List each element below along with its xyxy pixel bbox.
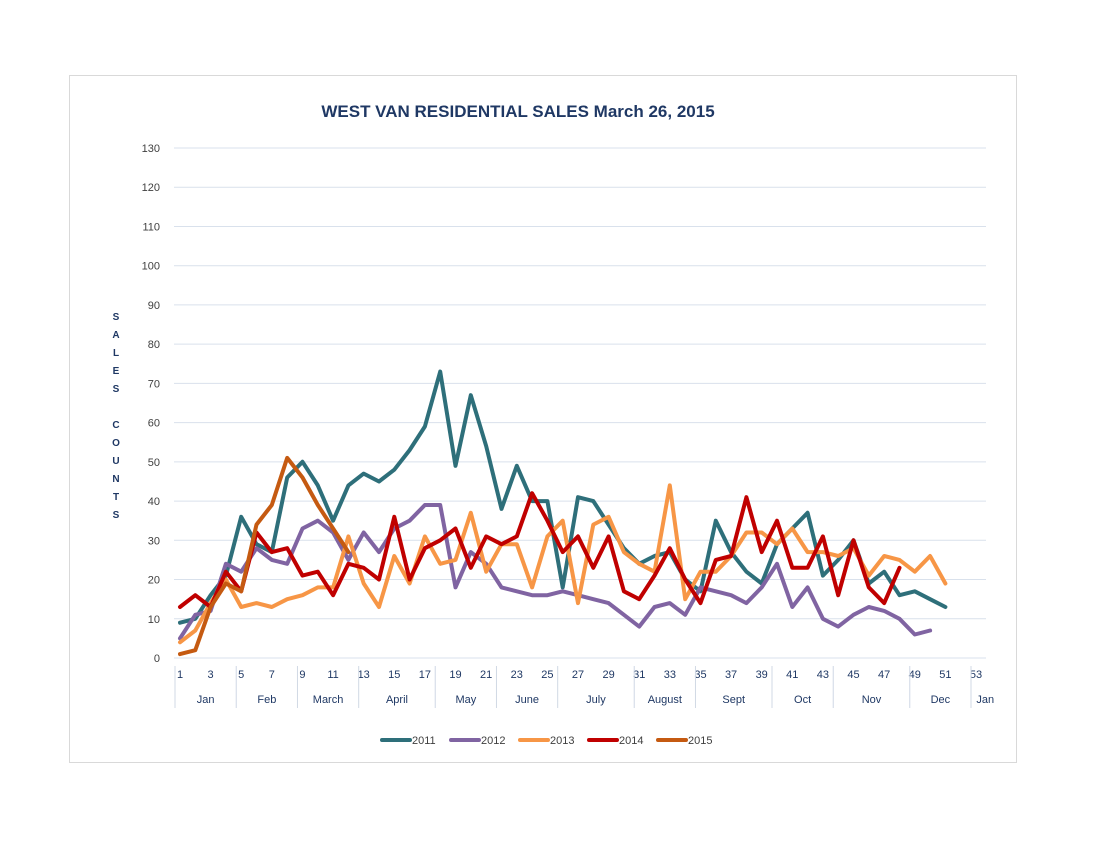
month-label: March	[313, 694, 344, 706]
y-tick-label: 70	[148, 378, 160, 390]
series-line-2014	[178, 491, 902, 609]
y-axis-label-letter: C	[112, 420, 119, 431]
chart-frame: WEST VAN RESIDENTIAL SALES March 26, 201…	[69, 75, 1017, 763]
legend-label-2012: 2012	[481, 735, 505, 747]
month-label: July	[586, 694, 606, 706]
month-label: Jan	[976, 694, 994, 706]
month-label: June	[515, 694, 539, 706]
x-tick-label: 49	[909, 669, 921, 681]
legend-label-2014: 2014	[619, 735, 643, 747]
x-tick-label: 9	[299, 669, 305, 681]
month-label: Sept	[722, 694, 745, 706]
y-axis-label-letter: S	[113, 384, 120, 395]
x-tick-label: 45	[847, 669, 859, 681]
y-tick-label: 40	[148, 496, 160, 508]
x-tick-label: 43	[817, 669, 829, 681]
x-tick-label: 19	[449, 669, 461, 681]
x-tick-label: 31	[633, 669, 645, 681]
legend-label-2015: 2015	[688, 735, 712, 747]
series-line-2013	[178, 483, 948, 645]
x-tick-label: 53	[970, 669, 982, 681]
y-axis-label-letter: L	[113, 348, 119, 359]
x-tick-label: 15	[388, 669, 400, 681]
y-tick-label: 100	[142, 261, 160, 273]
x-tick-label: 39	[756, 669, 768, 681]
x-tick-label: 27	[572, 669, 584, 681]
month-label: Oct	[794, 694, 811, 706]
y-tick-label: 90	[148, 300, 160, 312]
y-tick-label: 30	[148, 535, 160, 547]
series-line-2011	[178, 369, 948, 625]
series-line-2012	[178, 503, 933, 641]
month-label: April	[386, 694, 408, 706]
series-line-2015	[178, 455, 351, 657]
x-tick-label: 47	[878, 669, 890, 681]
month-label: Dec	[931, 694, 951, 706]
line-chart: WEST VAN RESIDENTIAL SALES March 26, 201…	[112, 102, 994, 747]
y-tick-label: 60	[148, 418, 160, 430]
y-tick-label: 80	[148, 339, 160, 351]
x-tick-label: 37	[725, 669, 737, 681]
month-label: August	[648, 694, 682, 706]
y-axis-label-letter: O	[112, 438, 120, 449]
x-tick-label: 11	[327, 669, 338, 681]
y-axis-label-letter: S	[113, 510, 120, 521]
x-tick-label: 1	[177, 669, 183, 681]
y-tick-label: 0	[154, 653, 160, 665]
x-tick-label: 7	[269, 669, 275, 681]
x-tick-label: 5	[238, 669, 244, 681]
y-tick-label: 10	[148, 614, 160, 626]
x-tick-label: 23	[511, 669, 523, 681]
month-label: May	[455, 694, 476, 706]
y-axis-label-letter: T	[113, 492, 119, 503]
x-tick-label: 21	[480, 669, 492, 681]
y-axis-label-letter: U	[112, 456, 119, 467]
month-label: Jan	[197, 694, 215, 706]
y-tick-label: 50	[148, 457, 160, 469]
y-axis-label-letter: E	[113, 366, 120, 377]
chart-title: WEST VAN RESIDENTIAL SALES March 26, 201…	[321, 102, 714, 121]
y-axis-label-letter: A	[112, 330, 119, 341]
x-tick-label: 41	[786, 669, 798, 681]
y-axis-label-letter: N	[112, 474, 119, 485]
month-label: Nov	[862, 694, 882, 706]
month-label: Feb	[257, 694, 276, 706]
y-axis-label-letter: S	[113, 312, 120, 323]
x-tick-label: 13	[358, 669, 370, 681]
y-tick-label: 110	[142, 221, 160, 233]
y-tick-label: 120	[142, 182, 160, 194]
y-tick-label: 20	[148, 575, 160, 587]
legend-label-2013: 2013	[550, 735, 574, 747]
y-tick-label: 130	[142, 143, 160, 155]
x-tick-label: 3	[208, 669, 214, 681]
x-tick-label: 29	[602, 669, 614, 681]
x-tick-label: 17	[419, 669, 431, 681]
x-tick-label: 35	[694, 669, 706, 681]
legend-label-2011: 2011	[412, 735, 436, 747]
x-tick-label: 33	[664, 669, 676, 681]
x-tick-label: 51	[939, 669, 951, 681]
x-tick-label: 25	[541, 669, 553, 681]
